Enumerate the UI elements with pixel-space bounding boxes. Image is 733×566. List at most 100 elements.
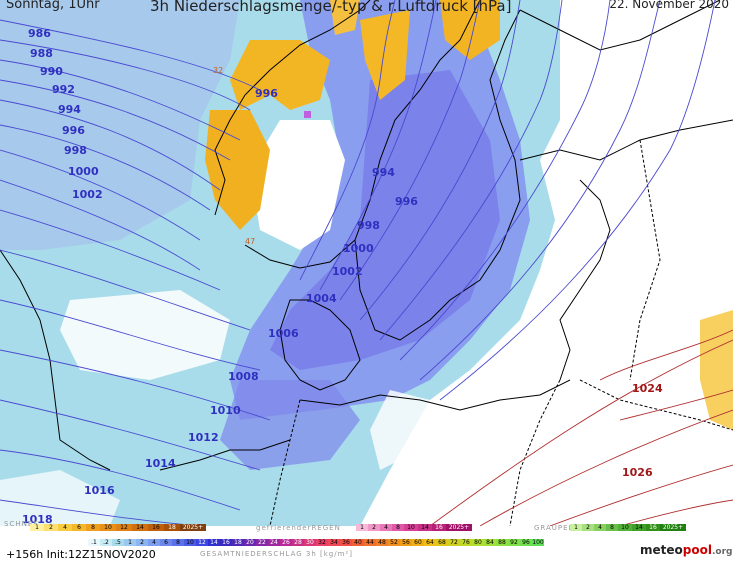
legend-swatch: 10 xyxy=(404,524,418,531)
isobar-labels-high: 1024 1026 xyxy=(622,382,663,479)
meteopool-logo: meteopool.org xyxy=(640,543,732,557)
isobar-label: 1006 xyxy=(268,327,299,340)
isobar-label: 996 xyxy=(255,87,278,100)
legend-swatch: 16 xyxy=(148,524,164,531)
total-swatch: 2 xyxy=(136,539,148,546)
legend-swatch: 4 xyxy=(594,524,606,531)
total-swatch: 76 xyxy=(460,539,472,546)
isobar-label: 998 xyxy=(357,219,380,232)
logo-part-3: .org xyxy=(711,547,733,557)
precip-marks: 32 47 xyxy=(213,66,255,246)
legend-swatch: 1 xyxy=(356,524,368,531)
total-swatch: 10 xyxy=(184,539,196,546)
legend-swatch: 18 xyxy=(164,524,180,531)
total-swatch: 88 xyxy=(496,539,508,546)
total-swatch: 22 xyxy=(256,539,268,546)
total-swatch: 64 xyxy=(424,539,436,546)
logo-part-1: meteo xyxy=(640,543,683,557)
isobar-label: 1010 xyxy=(210,404,241,417)
graupel-label: GRAUPEL xyxy=(534,524,574,532)
regen-label: gefrierenderREGEN xyxy=(256,524,341,532)
total-swatch: 48 xyxy=(376,539,388,546)
total-swatch: 34 xyxy=(328,539,340,546)
legend-swatch: 4 xyxy=(380,524,392,531)
total-swatch: .2 xyxy=(100,539,112,546)
legend-swatch: 8 xyxy=(392,524,404,531)
isobars-high xyxy=(429,329,733,527)
total-swatch: 36 xyxy=(340,539,352,546)
isobar-label: 1000 xyxy=(343,242,374,255)
total-swatch: 56 xyxy=(400,539,412,546)
isobar-label: 998 xyxy=(64,144,87,157)
isobar-label: 1012 xyxy=(188,431,219,444)
total-swatch: 30 xyxy=(304,539,316,546)
total-swatch: 68 xyxy=(436,539,448,546)
total-swatch: 44 xyxy=(364,539,376,546)
total-swatch: 84 xyxy=(484,539,496,546)
total-swatch: 1 xyxy=(124,539,136,546)
precip-mark: 32 xyxy=(213,66,223,75)
total-swatch: 92 xyxy=(508,539,520,546)
legend-swatch: 2 xyxy=(582,524,594,531)
total-swatch: 12 xyxy=(196,539,208,546)
total-swatch: .5 xyxy=(112,539,124,546)
total-swatch: 96 xyxy=(520,539,532,546)
legend-swatch: 2 xyxy=(44,524,58,531)
total-swatch: 40 xyxy=(352,539,364,546)
total-swatch: 32 xyxy=(316,539,328,546)
total-swatch: 52 xyxy=(388,539,400,546)
isobar-label: 1026 xyxy=(622,466,653,479)
legend-swatch: 10 xyxy=(100,524,116,531)
legend-swatch: 6 xyxy=(72,524,86,531)
total-swatch: 80 xyxy=(472,539,484,546)
isobar-labels-low: 986 988 990 992 994 996 998 1000 1002 10… xyxy=(22,27,418,526)
total-swatch: .1 xyxy=(88,539,100,546)
total-swatch: 20 xyxy=(244,539,256,546)
total-label: GESAMTNIEDERSCHLAG 3h [kg/m²] xyxy=(200,550,353,558)
total-swatch: 18 xyxy=(232,539,244,546)
legend-swatch: 1 xyxy=(570,524,582,531)
isobar-label: 988 xyxy=(30,47,53,60)
legend-swatch: 10 xyxy=(618,524,632,531)
legend-swatch: 1 xyxy=(30,524,44,531)
legend-swatch: 2025+ xyxy=(660,524,686,531)
isobar-label: 1024 xyxy=(632,382,663,395)
map-date-label: 22. November 2020 xyxy=(609,0,729,11)
isobar-label: 994 xyxy=(372,166,395,179)
total-swatch: 6 xyxy=(160,539,172,546)
legend-swatch: 2 xyxy=(368,524,380,531)
total-swatch: 26 xyxy=(280,539,292,546)
isobar-label: 1002 xyxy=(72,188,103,201)
legend-swatch: 2025+ xyxy=(180,524,206,531)
total-swatch: 14 xyxy=(208,539,220,546)
schnee-label: SCHNEE xyxy=(4,520,39,528)
legend-swatch: 8 xyxy=(606,524,618,531)
legend-swatch: 14 xyxy=(132,524,148,531)
isobar-label: 994 xyxy=(58,103,81,116)
legend-swatch: 14 xyxy=(632,524,646,531)
logo-part-2: pool xyxy=(682,543,712,557)
isobar-label: 1002 xyxy=(332,265,363,278)
legend-swatch: 4 xyxy=(58,524,72,531)
map-time-label: Sonntag, 1Uhr xyxy=(6,0,100,12)
legend-swatch: 16 xyxy=(646,524,660,531)
isobar-label: 1018 xyxy=(22,513,53,526)
legend-swatch: 14 xyxy=(418,524,432,531)
legend-swatch: 12 xyxy=(116,524,132,531)
total-swatch: 60 xyxy=(412,539,424,546)
isobar-label: 996 xyxy=(62,124,85,137)
init-label: +156h Init:12Z15NOV2020 xyxy=(6,548,156,561)
total-swatch: 16 xyxy=(220,539,232,546)
legend-swatch: 16 xyxy=(432,524,446,531)
legend-swatch: 2025+ xyxy=(446,524,472,531)
isobar-label: 1000 xyxy=(68,165,99,178)
total-swatch: 24 xyxy=(268,539,280,546)
isobar-label: 992 xyxy=(52,83,75,96)
isobars-low xyxy=(0,0,716,527)
isobar-label: 1014 xyxy=(145,457,176,470)
total-swatch: 100 xyxy=(532,539,544,546)
isobar-label: 1008 xyxy=(228,370,259,383)
isobar-label: 1004 xyxy=(306,292,337,305)
total-swatch: 8 xyxy=(172,539,184,546)
